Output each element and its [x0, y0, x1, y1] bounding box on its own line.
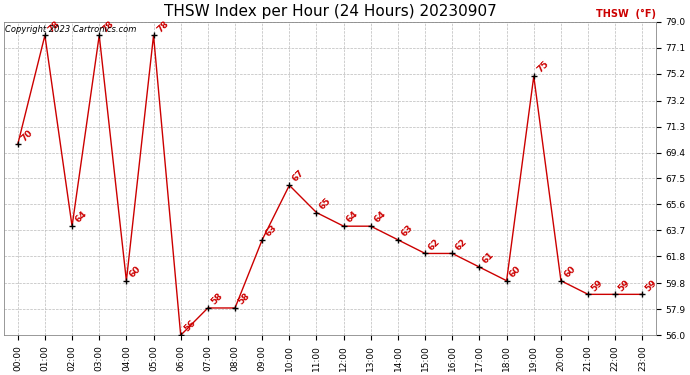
Text: 60: 60: [128, 264, 143, 279]
Title: THSW Index per Hour (24 Hours) 20230907: THSW Index per Hour (24 Hours) 20230907: [164, 4, 496, 19]
Text: 67: 67: [290, 169, 306, 184]
Text: 65: 65: [318, 196, 333, 211]
Text: 59: 59: [644, 278, 659, 293]
Text: 60: 60: [508, 264, 523, 279]
Text: 60: 60: [562, 264, 578, 279]
Text: 59: 59: [617, 278, 632, 293]
Text: 58: 58: [209, 291, 224, 307]
Text: 75: 75: [535, 60, 551, 75]
Text: 64: 64: [345, 210, 360, 225]
Text: 64: 64: [73, 210, 89, 225]
Text: 78: 78: [101, 19, 116, 34]
Text: 64: 64: [372, 210, 388, 225]
Text: 58: 58: [237, 291, 252, 307]
Text: 62: 62: [454, 237, 469, 252]
Text: 59: 59: [589, 278, 604, 293]
Text: 63: 63: [264, 223, 279, 238]
Text: 78: 78: [46, 19, 61, 34]
Text: 56: 56: [182, 319, 197, 334]
Text: THSW  (°F): THSW (°F): [596, 9, 656, 19]
Text: 70: 70: [19, 128, 34, 143]
Text: 62: 62: [426, 237, 442, 252]
Text: Copyright 2023 Cartronics.com: Copyright 2023 Cartronics.com: [5, 25, 136, 34]
Text: 61: 61: [481, 251, 496, 266]
Text: 63: 63: [400, 223, 415, 238]
Text: 78: 78: [155, 19, 170, 34]
